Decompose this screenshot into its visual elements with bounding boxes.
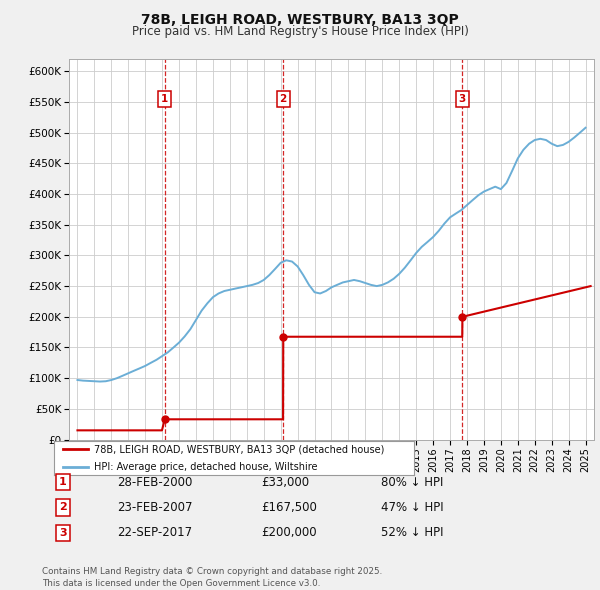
- Text: 78B, LEIGH ROAD, WESTBURY, BA13 3QP (detached house): 78B, LEIGH ROAD, WESTBURY, BA13 3QP (det…: [94, 444, 384, 454]
- Text: Contains HM Land Registry data © Crown copyright and database right 2025.
This d: Contains HM Land Registry data © Crown c…: [42, 567, 382, 588]
- Text: 3: 3: [59, 528, 67, 537]
- Text: £200,000: £200,000: [261, 526, 317, 539]
- Text: 1: 1: [59, 477, 67, 487]
- Text: 2: 2: [280, 94, 287, 104]
- Text: 28-FEB-2000: 28-FEB-2000: [117, 476, 193, 489]
- Text: 47% ↓ HPI: 47% ↓ HPI: [381, 501, 443, 514]
- Text: 2: 2: [59, 503, 67, 512]
- Text: HPI: Average price, detached house, Wiltshire: HPI: Average price, detached house, Wilt…: [94, 463, 317, 473]
- Text: 3: 3: [459, 94, 466, 104]
- Text: 78B, LEIGH ROAD, WESTBURY, BA13 3QP: 78B, LEIGH ROAD, WESTBURY, BA13 3QP: [141, 13, 459, 27]
- Text: Price paid vs. HM Land Registry's House Price Index (HPI): Price paid vs. HM Land Registry's House …: [131, 25, 469, 38]
- Text: 1: 1: [161, 94, 169, 104]
- Text: £33,000: £33,000: [261, 476, 309, 489]
- Text: 80% ↓ HPI: 80% ↓ HPI: [381, 476, 443, 489]
- Text: 23-FEB-2007: 23-FEB-2007: [117, 501, 193, 514]
- Text: 52% ↓ HPI: 52% ↓ HPI: [381, 526, 443, 539]
- Text: £167,500: £167,500: [261, 501, 317, 514]
- Text: 22-SEP-2017: 22-SEP-2017: [117, 526, 192, 539]
